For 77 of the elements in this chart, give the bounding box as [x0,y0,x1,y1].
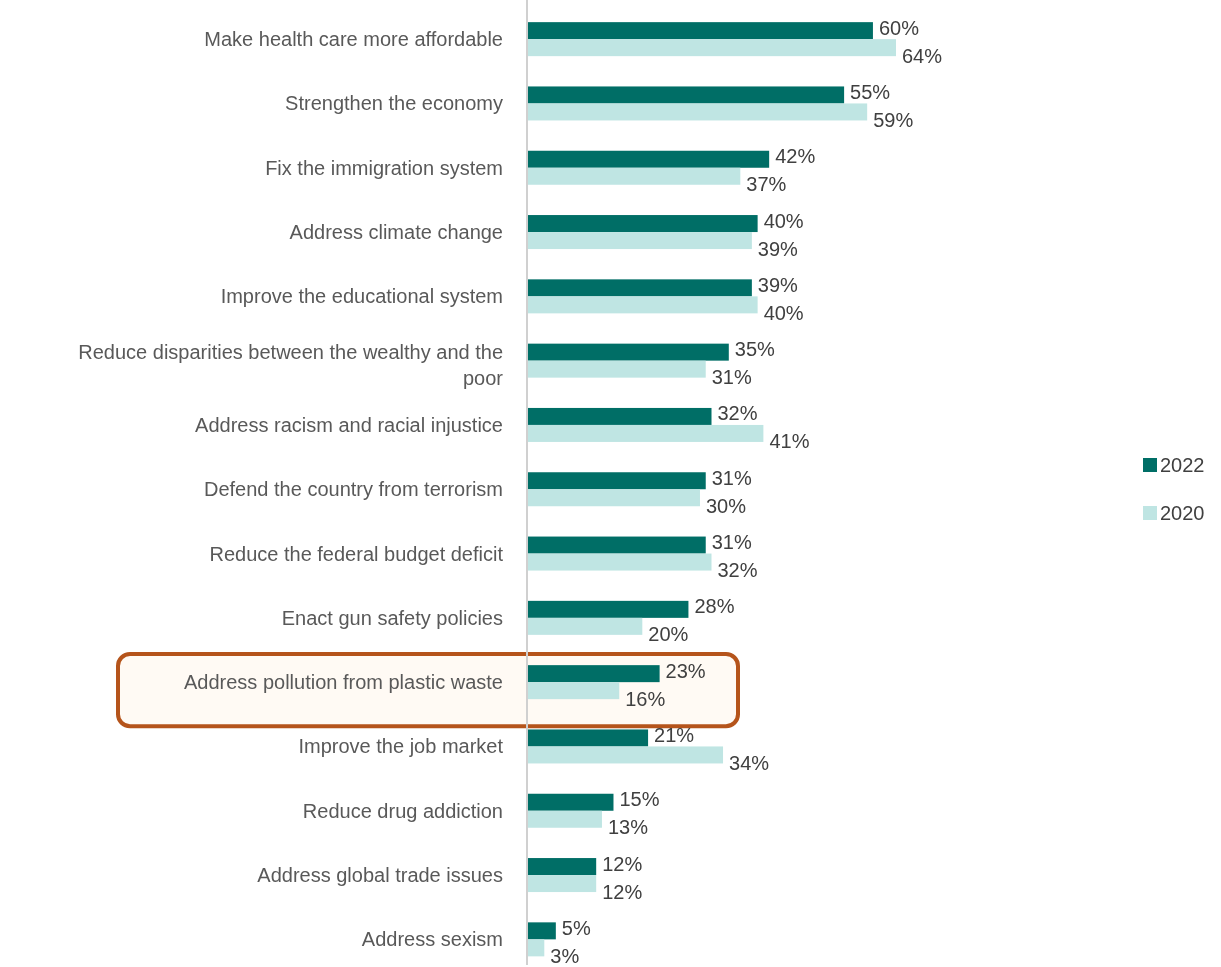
y-tick-label: Reduce disparities between the wealthy and the poor [78,341,504,390]
bar [527,39,896,57]
data-label: 5% [561,916,591,939]
data-label: 40% [763,209,804,232]
bar [527,810,602,828]
bar [527,343,729,361]
data-label: 41% [769,430,810,453]
bar [527,489,700,507]
data-label: 31% [711,466,752,489]
y-tick-label: Reduce drug addiction [302,799,503,822]
data-label: 35% [734,338,776,361]
data-label: 32% [717,559,758,582]
bar [527,922,556,940]
y-tick-label: Defend the country from terrorism [204,478,503,501]
legend-label: 2020 [1160,502,1205,524]
y-tick-label: Improve the educational system [220,285,503,308]
bar [527,875,597,893]
data-label: 23% [665,659,706,682]
data-label: 32% [717,402,758,425]
data-label: 28% [694,595,735,618]
bar [527,296,758,314]
bar [527,167,741,185]
bar [527,939,545,957]
y-tick-label: Make health care more affordable [204,28,503,51]
data-label: 39% [757,237,799,260]
bar [527,665,660,683]
y-tick-label: Reduce the federal budget deficit [209,542,504,565]
bar [527,600,689,618]
bar [527,536,706,554]
data-label: 16% [625,687,666,710]
bar [527,472,706,490]
y-tick-label: Address sexism [361,928,503,951]
data-label: 40% [763,301,804,324]
bar [527,407,712,425]
data-label: 59% [873,108,914,131]
y-tick-label: Improve the job market [298,735,504,758]
data-label: 60% [878,16,920,39]
data-label: 34% [729,751,770,774]
bar [527,232,752,250]
y-tick-label: Address climate change [289,221,503,244]
bar [527,279,752,297]
data-label: 55% [850,80,891,103]
data-label: 12% [602,852,643,875]
bar [527,682,620,700]
bar [527,553,712,571]
bar [527,22,873,40]
bar [527,150,770,168]
y-tick-label: Strengthen the economy [285,92,503,115]
y-tick-label: Enact gun safety policies [281,606,503,629]
y-tick-label: Fix the immigration system [265,156,503,179]
data-label: 30% [705,494,747,517]
data-label: 12% [602,880,643,903]
data-label: 31% [711,366,752,389]
bar [527,424,764,442]
bar [527,86,845,104]
bar [527,360,706,378]
y-tick-label: Address pollution from plastic waste [183,671,503,694]
bar [527,729,649,747]
data-label: 15% [619,788,660,811]
bar [527,746,724,764]
data-label: 31% [711,531,752,554]
data-label: 3% [550,944,580,967]
bar [527,858,597,876]
data-label: 13% [607,816,649,839]
bar [527,793,614,811]
data-label: 37% [746,173,787,196]
bar [527,215,758,233]
bar [527,617,643,635]
data-label: 64% [902,44,943,67]
data-label: 42% [775,145,816,168]
data-label: 20% [648,623,689,646]
data-label: 21% [654,723,695,746]
bar [527,103,868,121]
y-tick-label: Address global trade issues [257,864,503,887]
legend-label: 2022 [1160,454,1205,476]
data-label: 39% [757,273,799,296]
y-tick-label: Address racism and racial injustice [195,413,503,436]
